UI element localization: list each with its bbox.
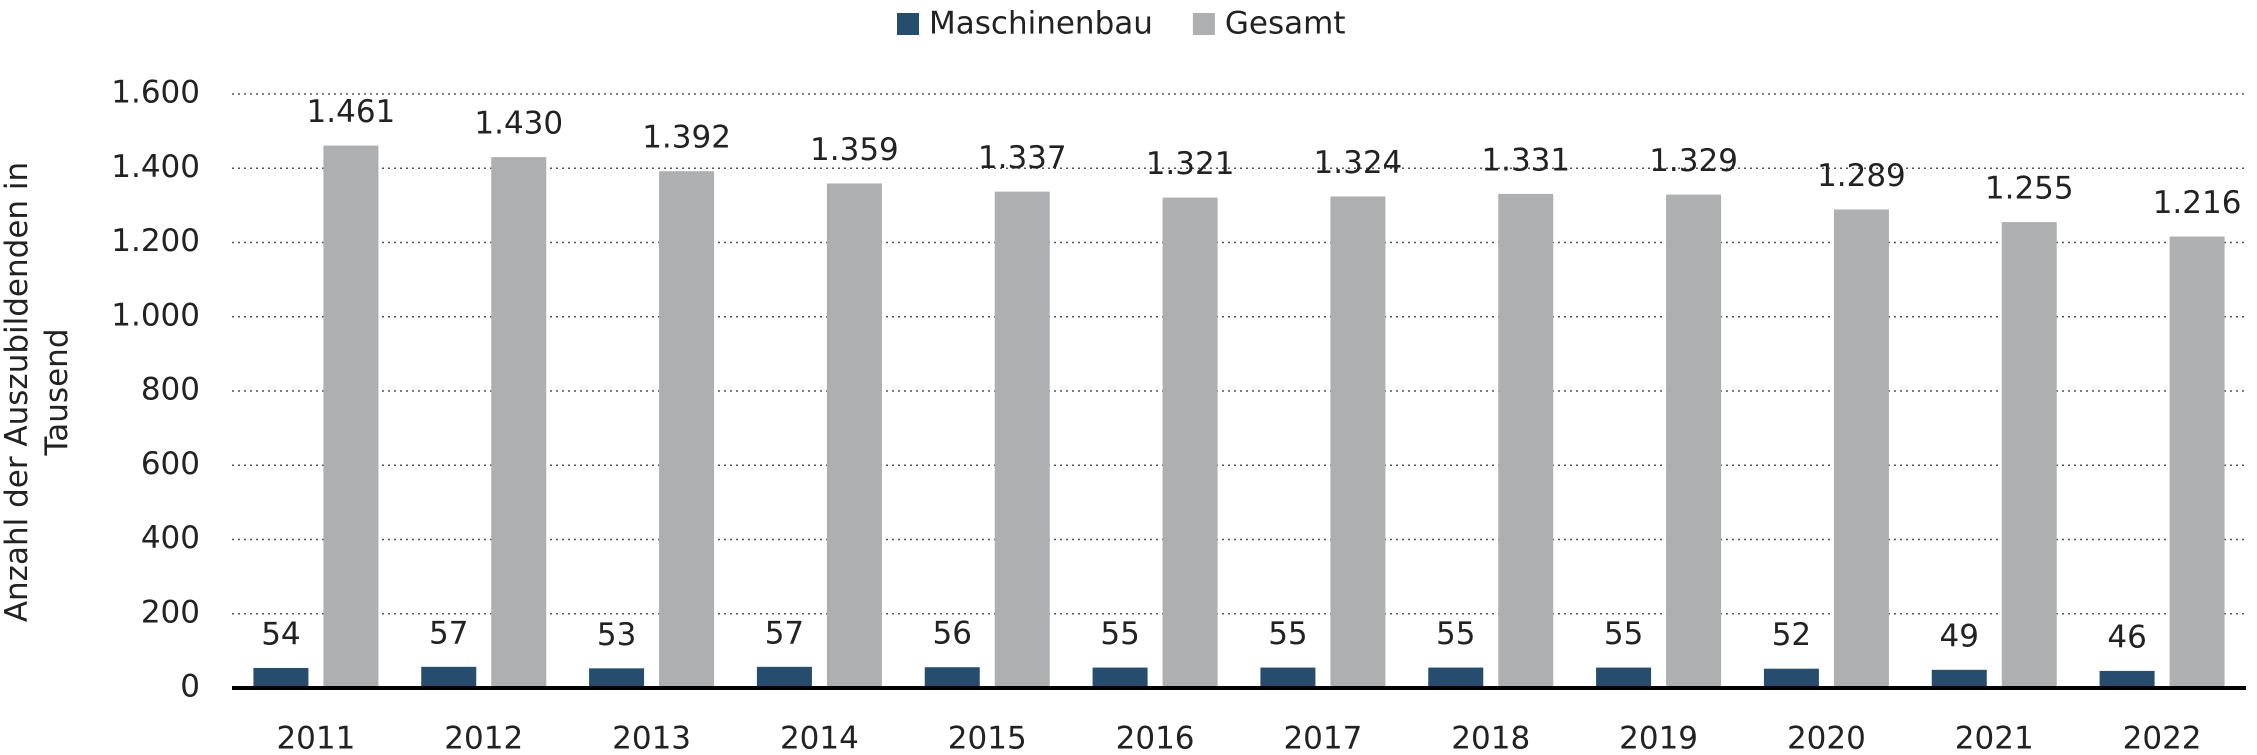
legend-label: Gesamt [1225, 6, 1346, 42]
bar [1763, 668, 1819, 688]
data-label: 57 [765, 615, 804, 651]
bar [1260, 667, 1316, 688]
bar [659, 171, 715, 689]
data-label: 53 [597, 617, 636, 653]
bar [2169, 236, 2225, 688]
y-tick-label: 1.600 [111, 75, 200, 111]
x-tick-label: 2022 [2123, 721, 2202, 755]
bar [1092, 667, 1148, 688]
y-tick-label: 1.000 [111, 297, 200, 333]
x-tick-label: 2011 [276, 721, 355, 755]
y-tick-label: 1.200 [111, 223, 200, 259]
x-tick-label: 2016 [1116, 721, 1195, 755]
data-label: 55 [1100, 616, 1139, 652]
x-tick-label: 2021 [1955, 721, 2034, 755]
data-label: 57 [429, 615, 468, 651]
bar [1931, 669, 1987, 688]
data-label: 55 [1436, 616, 1475, 652]
data-label: 1.461 [307, 94, 396, 130]
legend-swatch [897, 13, 919, 35]
data-label: 55 [1604, 616, 1643, 652]
x-tick-label: 2020 [1787, 721, 1866, 755]
bar [1666, 194, 1722, 688]
bar [2099, 670, 2155, 688]
data-label: 1.337 [978, 140, 1067, 176]
legend-swatch [1192, 13, 1215, 35]
data-label: 49 [1940, 618, 1979, 654]
bar [1162, 197, 1218, 689]
y-tick-label: 600 [141, 446, 200, 482]
data-label: 1.216 [2153, 185, 2242, 221]
bar [589, 668, 645, 688]
legend-label: Maschinenbau [929, 6, 1153, 42]
data-label: 54 [261, 616, 300, 652]
bar [2001, 222, 2057, 689]
data-label: 56 [933, 616, 972, 652]
bar [1428, 667, 1484, 688]
bar [421, 666, 477, 688]
x-tick-label: 2012 [444, 721, 523, 755]
data-label: 1.331 [1481, 142, 1570, 178]
data-label: 1.324 [1314, 145, 1403, 181]
data-label: 1.430 [474, 106, 563, 142]
bar [994, 191, 1050, 689]
bar [826, 183, 882, 688]
y-tick-label: 200 [141, 594, 200, 630]
data-label: 1.329 [1649, 143, 1738, 179]
x-tick-label: 2018 [1451, 721, 1530, 755]
x-tick-label: 2017 [1283, 721, 1362, 755]
bar [253, 667, 309, 688]
y-tick-label: 800 [141, 372, 200, 408]
bar [1833, 209, 1889, 689]
data-label: 1.321 [1146, 146, 1235, 182]
x-tick-label: 2013 [612, 721, 691, 755]
bar [491, 157, 547, 689]
data-label: 52 [1772, 617, 1811, 653]
x-tick-label: 2015 [948, 721, 1027, 755]
bar [756, 666, 812, 688]
y-tick-label: 0 [180, 669, 200, 705]
data-label: 1.392 [642, 120, 731, 156]
x-tick-label: 2019 [1619, 721, 1698, 755]
bar [1330, 196, 1386, 688]
bar [1596, 667, 1652, 688]
data-label: 46 [2107, 619, 2146, 655]
x-tick-label: 2014 [780, 721, 859, 755]
y-tick-label: 400 [141, 520, 200, 556]
data-label: 55 [1268, 616, 1307, 652]
data-label: 1.255 [1985, 171, 2074, 207]
data-label: 1.359 [810, 132, 899, 168]
data-label: 1.289 [1817, 158, 1906, 194]
y-tick-label: 1.400 [111, 149, 200, 185]
bar [323, 145, 379, 688]
bar [924, 667, 980, 688]
bar [1498, 193, 1554, 688]
